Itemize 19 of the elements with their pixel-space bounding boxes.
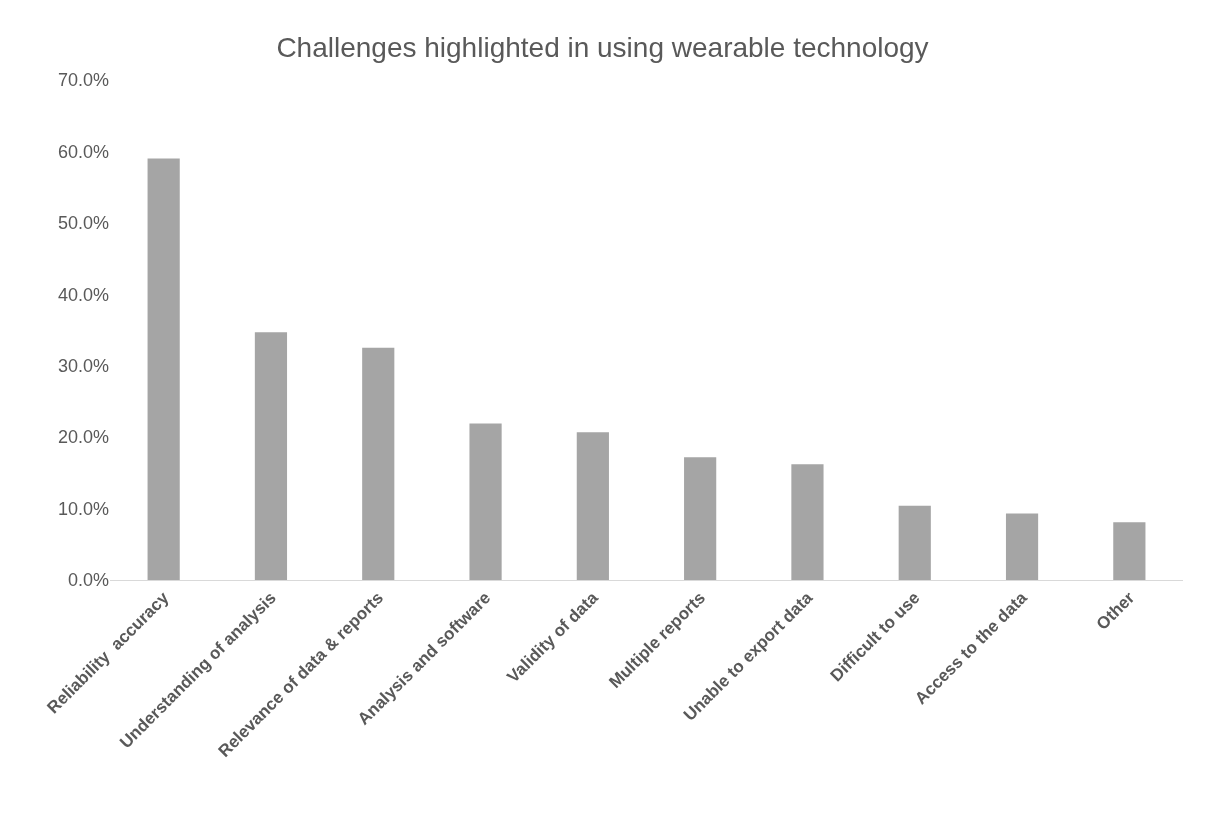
bar — [791, 464, 824, 580]
bar — [1113, 522, 1146, 580]
y-tick-label: 70.0% — [57, 70, 109, 91]
bar — [147, 158, 180, 580]
bar — [898, 505, 931, 580]
y-tick-label: 30.0% — [57, 356, 109, 377]
y-tick-label: 0.0% — [67, 570, 109, 591]
y-tick-label: 50.0% — [57, 213, 109, 234]
y-tick-label: 20.0% — [57, 427, 109, 448]
y-tick-label: 10.0% — [57, 498, 109, 519]
chart-title: Challenges highlighted in using wearable technology — [276, 31, 929, 63]
bar — [1005, 513, 1039, 580]
bar — [684, 457, 717, 580]
y-tick-label: 40.0% — [57, 284, 109, 305]
bar — [576, 432, 609, 580]
bar — [469, 423, 502, 580]
bar — [254, 332, 288, 580]
bar — [362, 347, 395, 580]
y-tick-label: 60.0% — [57, 141, 109, 162]
